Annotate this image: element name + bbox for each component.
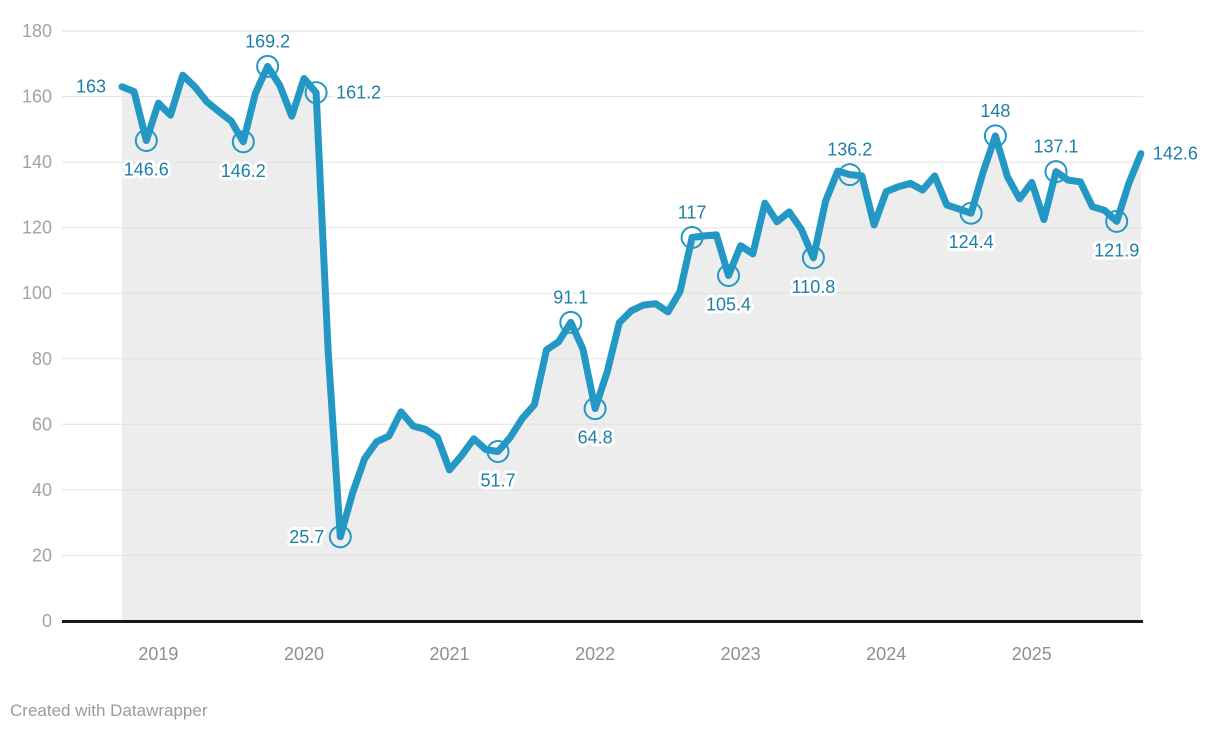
- y-axis-label: 180: [22, 21, 52, 41]
- value-label: 136.2: [827, 140, 872, 160]
- value-label: 146.2: [221, 161, 266, 181]
- x-axis-label: 2021: [429, 644, 469, 664]
- value-label: 25.7: [289, 527, 324, 547]
- value-label: 169.2: [245, 31, 290, 51]
- value-label: 51.7: [480, 471, 515, 491]
- y-axis-label: 140: [22, 152, 52, 172]
- y-axis-label: 0: [42, 611, 52, 631]
- x-axis-label: 2020: [284, 644, 324, 664]
- value-label: 105.4: [706, 295, 751, 315]
- x-axis-label: 2024: [866, 644, 906, 664]
- point-marker: [1044, 160, 1068, 184]
- x-axis-label: 2023: [721, 644, 761, 664]
- value-label: 91.1: [553, 287, 588, 307]
- y-axis-label: 160: [22, 87, 52, 107]
- x-axis-label: 2025: [1012, 644, 1052, 664]
- value-label: 161.2: [336, 83, 381, 103]
- y-axis-label: 80: [32, 349, 52, 369]
- point-marker: [304, 81, 328, 105]
- value-label: 142.6: [1153, 144, 1198, 164]
- value-label: 117: [678, 203, 707, 223]
- y-axis-label: 120: [22, 218, 52, 238]
- value-label: 110.8: [792, 277, 836, 297]
- point-marker: [328, 525, 352, 549]
- point-marker: [680, 226, 704, 249]
- y-axis-label: 60: [32, 414, 52, 434]
- value-label: 121.9: [1094, 240, 1139, 260]
- point-marker: [717, 264, 740, 287]
- value-label: 146.6: [124, 160, 169, 180]
- point-marker: [801, 246, 825, 270]
- value-label: 64.8: [578, 428, 613, 448]
- y-axis-label: 20: [32, 545, 52, 565]
- point-marker: [1105, 209, 1129, 233]
- point-marker: [959, 201, 983, 225]
- point-marker: [583, 397, 607, 421]
- data-line: [118, 62, 1145, 541]
- point-marker: [486, 440, 510, 463]
- point-marker: [134, 129, 158, 152]
- x-axis-label: 2022: [575, 644, 615, 664]
- x-axis-label: 2019: [138, 644, 178, 664]
- point-marker: [231, 130, 255, 154]
- value-label: 124.4: [949, 232, 994, 252]
- value-label: 137.1: [1033, 137, 1078, 157]
- y-axis-label: 40: [32, 480, 52, 500]
- point-marker: [256, 54, 280, 78]
- point-marker: [983, 124, 1007, 148]
- value-label: 148: [980, 101, 1010, 121]
- value-label: 163: [76, 77, 106, 97]
- point-marker: [838, 163, 862, 187]
- area-fill: [122, 66, 1141, 621]
- attribution-link[interactable]: Created with Datawrapper: [10, 701, 208, 720]
- y-axis-label: 100: [22, 283, 52, 303]
- point-marker: [559, 310, 583, 334]
